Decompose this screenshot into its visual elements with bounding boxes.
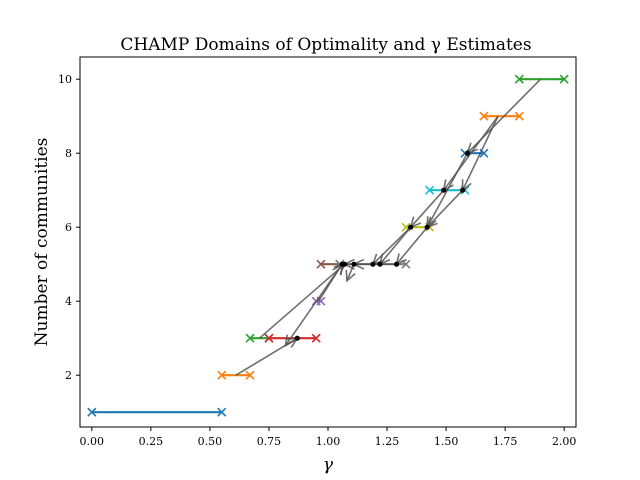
domain-segment xyxy=(514,74,569,84)
gamma-estimate-point xyxy=(460,187,466,193)
gamma-estimate-point xyxy=(377,261,383,267)
domain-endpoint-marker xyxy=(311,333,321,343)
arrow-shaft xyxy=(379,226,412,265)
gamma-estimate-point xyxy=(408,224,414,230)
gamma-estimate-point xyxy=(393,261,400,267)
x-tick-label: 1.00 xyxy=(316,435,341,448)
x-tick-label: 0.00 xyxy=(80,435,105,448)
x-tick-label: 0.75 xyxy=(257,435,282,448)
arrow-shaft xyxy=(410,189,445,228)
arrow-shaft xyxy=(372,226,412,265)
y-axis-label: Number of communities xyxy=(32,138,52,347)
domain-endpoint-marker xyxy=(264,333,274,343)
domain-endpoint-marker xyxy=(479,111,489,121)
gamma-arrow xyxy=(345,263,356,283)
gamma-estimate-point xyxy=(370,261,376,267)
y-tick-label: 2 xyxy=(65,369,72,382)
x-tick-label: 1.25 xyxy=(375,435,400,448)
x-axis-ticks: 0.00 0.25 0.50 0.75 1.00 1.25 1.50 1.75 2.00 xyxy=(80,427,577,448)
x-tick-label: 2.00 xyxy=(552,435,577,448)
arrow-shaft xyxy=(461,115,499,191)
domain-endpoint-marker xyxy=(245,370,255,380)
arrow-shaft xyxy=(443,115,499,191)
domain-endpoint-marker xyxy=(514,74,524,84)
x-tick-label: 1.50 xyxy=(434,435,459,448)
arrow-head xyxy=(345,269,356,283)
x-tick-label: 0.25 xyxy=(139,435,164,448)
gamma-estimate-point xyxy=(294,335,300,341)
domain-segment xyxy=(479,111,524,121)
gamma-estimate-point xyxy=(441,187,447,193)
arrow-shaft xyxy=(346,263,355,282)
y-axis-ticks: 2 4 6 8 10 xyxy=(58,73,80,382)
domain-endpoint-marker xyxy=(217,407,227,417)
domain-endpoint-marker xyxy=(217,370,227,380)
domain-endpoint-marker xyxy=(316,259,326,269)
y-tick-label: 4 xyxy=(65,295,72,308)
domain-endpoint-marker xyxy=(245,333,255,343)
gamma-estimate-point xyxy=(351,261,357,267)
plot-area xyxy=(87,74,569,417)
gamma-estimate-point xyxy=(464,150,470,156)
domain-endpoint-marker xyxy=(514,111,524,121)
x-tick-label: 0.50 xyxy=(198,435,223,448)
domain-segment xyxy=(87,407,227,417)
gamma-estimate-point xyxy=(341,261,348,267)
arrow-shaft xyxy=(426,189,464,228)
x-tick-label: 1.75 xyxy=(493,435,518,448)
arrow-head xyxy=(284,334,296,348)
arrow-shaft xyxy=(426,152,469,228)
domain-endpoint-marker xyxy=(424,185,435,195)
chart-title: CHAMP Domains of Optimality and γ Estima… xyxy=(120,35,531,55)
y-tick-label: 10 xyxy=(58,73,72,86)
domain-endpoint-marker xyxy=(559,74,569,84)
domain-endpoint-marker xyxy=(87,407,97,417)
y-tick-label: 8 xyxy=(65,147,72,160)
y-tick-label: 6 xyxy=(65,221,72,234)
gamma-arrow xyxy=(284,263,343,348)
arrow-shaft xyxy=(395,226,428,265)
arrow-shaft xyxy=(258,263,346,339)
gamma-estimate-point xyxy=(424,224,430,230)
arrow-shaft xyxy=(284,263,343,347)
x-axis-label: γ xyxy=(323,455,334,475)
